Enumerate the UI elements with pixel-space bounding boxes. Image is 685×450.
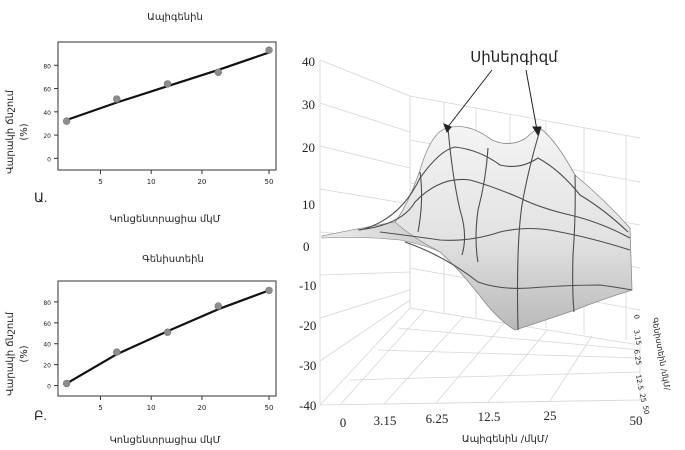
data-point <box>163 80 172 88</box>
y-tick-label: 60 <box>43 87 51 94</box>
panel-a-points <box>62 46 273 125</box>
panel-b-points <box>62 286 273 388</box>
y-tick-label: 60 <box>43 321 51 328</box>
z-tick-label: -20 <box>299 318 316 333</box>
panel-a-apigenin: Ապիգենին 0 20 40 60 80 5 10 20 50 Վարակի ճնշում… <box>5 12 277 225</box>
x-tick-label: 50 <box>265 404 274 412</box>
y-tick-label: 0 <box>632 314 641 320</box>
y-tick-label: 3.15 <box>632 329 643 346</box>
x-tick-label: 50 <box>265 178 274 186</box>
data-point <box>113 95 121 103</box>
z-tick-label: 10 <box>302 197 315 212</box>
panel-b-x-ticks: 5 10 20 50 <box>98 396 273 412</box>
data-point <box>163 328 172 336</box>
z-tick-label: 20 <box>302 140 315 155</box>
y-tick-label: 12.5 <box>634 374 645 391</box>
panel-a-xlabel: Կոնցենտրացիա մկՄ <box>109 214 220 225</box>
synergy-annotation: Սիներգիզմ <box>470 48 558 66</box>
y-tick-label: 25 <box>638 393 647 403</box>
x-tick-label: 50 <box>630 413 643 428</box>
panel-b-fit-line-layer <box>66 289 270 385</box>
panel-b-title: Գենիստեին <box>142 254 204 265</box>
y-tick-label: 40 <box>43 342 51 349</box>
y-tick-label: 40 <box>43 110 51 117</box>
data-point <box>62 379 71 388</box>
x-tick-label: 12.5 <box>478 409 501 424</box>
x-axis-ticks: 0 3.15 6.25 12.5 25 50 <box>340 408 643 430</box>
panel-a-y-ticks: 0 20 40 60 80 <box>43 63 58 163</box>
x-tick-label: 20 <box>197 178 206 186</box>
panel-b-y-ticks: 0 20 40 60 80 <box>43 300 58 391</box>
x-tick-label: 10 <box>147 404 156 412</box>
z-tick-label: 0 <box>303 239 310 254</box>
y-tick-label: 0 <box>47 384 51 391</box>
panel-a-title: Ապիգենին <box>147 12 203 23</box>
y-tick-label: 6.25 <box>632 349 643 366</box>
data-point <box>214 68 222 76</box>
x-tick-label: 10 <box>147 178 156 186</box>
x-tick-label: 25 <box>544 408 557 423</box>
panel-a-ylabel-line2: (%) <box>19 123 30 140</box>
panel-b-genistein: Գենիստեին 0 20 40 60 80 5 10 20 50 Վարակի ճնշու… <box>5 254 277 446</box>
surface-mesh <box>357 127 633 331</box>
y-tick-label: 20 <box>43 133 51 140</box>
data-point <box>265 46 273 54</box>
y-tick-label: 0 <box>47 156 51 163</box>
z-tick-label: 40 <box>302 54 315 69</box>
y-axis-ticks: 0 3.15 6.25 12.5 25 50 <box>632 314 650 415</box>
panel-b-ylabel-line1: Վարակի ճնշում <box>5 311 16 396</box>
z-tick-label: -40 <box>299 398 316 413</box>
synergy-surface-panel: 40 30 20 10 0 -10 -20 -30 -40 0 3.15 6.2… <box>299 48 672 445</box>
x-tick-label: 20 <box>197 404 206 412</box>
fit-line <box>66 289 270 385</box>
y-tick-label: 80 <box>43 63 51 70</box>
data-point <box>265 286 273 295</box>
z-axis-ticks: 40 30 20 10 0 -10 -20 -30 -40 <box>299 54 316 413</box>
panel-a-plot-frame <box>57 41 277 171</box>
data-point <box>62 117 71 125</box>
x-tick-label: 0 <box>340 415 347 430</box>
panel-a-letter: Ա. <box>34 190 47 205</box>
x-tick-label: 5 <box>98 404 102 412</box>
panel-b-letter: Բ. <box>34 408 47 423</box>
panel-a-ylabel-line1: Վարակի ճնշում <box>5 89 16 174</box>
panel-a-x-ticks: 5 10 20 50 <box>98 170 273 186</box>
z-tick-label: -10 <box>299 278 316 293</box>
x-tick-label: 6.25 <box>426 411 449 426</box>
y-tick-label: 50 <box>641 405 650 415</box>
surface-xlabel: Ապիգենին /մկՄ/ <box>462 434 549 445</box>
panel-b-plot-frame <box>57 280 277 397</box>
annotation-arrows <box>443 69 542 137</box>
x-tick-label: 5 <box>98 178 102 186</box>
z-tick-label: 30 <box>302 97 315 112</box>
z-tick-label: -30 <box>299 358 316 373</box>
y-tick-label: 20 <box>43 363 51 370</box>
surface-ylabel: Գենիստեին /մկՄ/ <box>650 317 672 391</box>
data-point <box>113 348 121 356</box>
panel-b-ylabel-line2: (%) <box>19 345 30 362</box>
y-tick-label: 80 <box>43 300 51 307</box>
x-tick-label: 3.15 <box>374 413 397 428</box>
panel-b-xlabel: Կոնցենտրացիա մկՄ <box>109 435 220 446</box>
data-point <box>214 302 222 310</box>
